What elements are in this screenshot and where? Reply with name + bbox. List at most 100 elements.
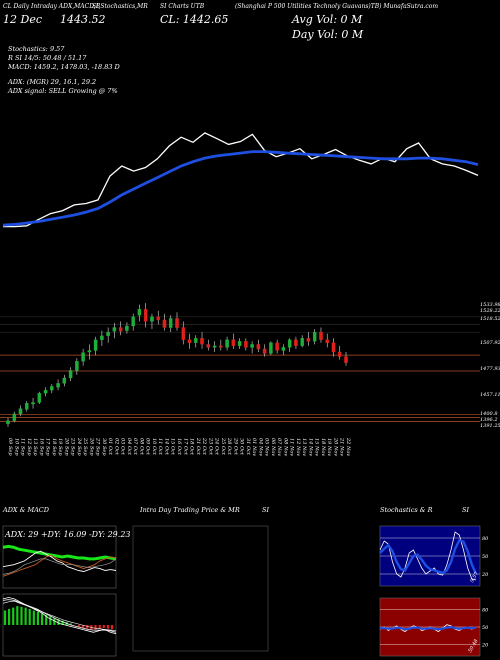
adx-line	[2, 554, 117, 577]
header-line1c: SI Charts UTB	[160, 3, 205, 10]
date-tick: 12 Sep	[26, 438, 32, 456]
stoch-lines: 80 50 209.57	[379, 531, 489, 584]
candle-body	[175, 318, 179, 328]
candle-body	[194, 338, 198, 343]
date-tick: 02 Oct	[113, 438, 119, 456]
rsi-ytick: 20	[481, 642, 489, 648]
date-tick: 29 Oct	[232, 437, 238, 456]
candle-body	[43, 390, 48, 394]
price-ylabel: 1457.11	[480, 392, 500, 398]
header-line1d: (Shanghai P 500 Utilities Technoly Guava…	[235, 3, 439, 10]
candle-body	[212, 345, 217, 348]
candle-body	[156, 316, 160, 321]
date-tick: 24 Sep	[76, 437, 82, 456]
date-tick: 01 Oct	[107, 438, 113, 456]
intraday-panel-bg	[132, 525, 269, 652]
stoch-title: Stochastics & R	[380, 506, 433, 514]
stoch-ytick: 50	[482, 554, 489, 560]
candle-body	[181, 327, 186, 340]
date-tick: 19 Sep	[57, 438, 63, 456]
candle-body	[168, 318, 173, 328]
date-tick: 21 Nov	[339, 437, 345, 456]
price-ylabel: 1528.22	[480, 308, 500, 314]
candle-body	[319, 331, 323, 340]
date-tick: 03 Oct	[120, 438, 126, 456]
date-tick: 19 Nov	[326, 438, 332, 456]
date-tick: 11 Nov	[289, 438, 295, 456]
candle-body	[262, 348, 267, 354]
macd-line	[2, 599, 117, 633]
rsi-ytick: 50	[482, 625, 489, 631]
date-tick: 27 Sep	[95, 437, 101, 456]
date-tick: 20 Sep	[63, 437, 69, 456]
candle-body	[187, 339, 192, 344]
overview-chart	[2, 132, 479, 228]
date-tick: 22 Nov	[345, 437, 351, 456]
candle-body	[237, 341, 242, 347]
date-tick: 22 Oct	[201, 437, 207, 456]
price-ylabel: 1400.8	[480, 411, 498, 417]
adx-values-label: ADX: 29 +DY: 16.09 -DY: 29.23	[4, 530, 131, 539]
date-tick: 30 Oct	[239, 438, 245, 456]
date-tick: 13 Nov	[301, 438, 307, 456]
date-tick: 17 Oct	[182, 438, 188, 456]
date-tick: 21 Oct	[195, 437, 201, 456]
date-tick: 15 Nov	[314, 438, 320, 456]
candle-body	[312, 331, 317, 342]
date-tick: 20 Nov	[333, 437, 339, 456]
candle-body	[118, 327, 123, 332]
date-tick: 25 Oct	[220, 437, 226, 456]
date-tick: 23 Sep	[70, 437, 76, 456]
header-line1: CL Daily Intraday ADX,MACD,B	[3, 3, 101, 10]
price-ylabel: 1518.52	[480, 316, 500, 322]
candle-body	[87, 350, 92, 353]
date-tick: 18 Nov	[320, 438, 326, 456]
price-ylabel: 1533.98	[480, 302, 500, 308]
avg-vol: Avg Vol: 0 M	[292, 13, 363, 26]
candle-body	[250, 344, 254, 348]
candle-body	[306, 338, 311, 342]
date-tick: 23 Oct	[207, 437, 213, 456]
date-tick: 30 Sep	[101, 438, 107, 456]
candle-body	[50, 386, 54, 391]
candle-body	[18, 408, 23, 415]
candle-body	[31, 402, 35, 405]
date-tick: 04 Oct	[126, 438, 132, 456]
date-tick: 17 Sep	[45, 438, 51, 456]
candle-body	[100, 335, 104, 340]
candle-body	[143, 309, 148, 322]
date-tick: 13 Sep	[32, 438, 38, 456]
stoch-line	[379, 538, 478, 575]
adx-macd-title: ADX & MACD	[3, 506, 49, 514]
candle-body	[25, 403, 29, 410]
candle-body	[93, 339, 98, 351]
date-tick: 12 Nov	[295, 438, 301, 456]
macd-lines	[2, 597, 117, 635]
price-ylabel: 1396.2	[480, 417, 498, 423]
date-tick: 08 Nov	[282, 438, 288, 456]
stoch-line	[379, 531, 477, 581]
date-tick: 18 Sep	[51, 438, 57, 456]
date-tick: 15 Oct	[170, 438, 176, 456]
candle-body	[6, 420, 10, 425]
macd-value: MACD: 1459.2, 1478.03, -18.83 D	[8, 63, 120, 71]
rsi-line	[380, 625, 477, 631]
candle-body	[68, 370, 73, 379]
stochastics-value: Stochastics: 9.57	[8, 45, 65, 53]
candle-body	[256, 344, 261, 350]
si-right-title: SI	[462, 506, 470, 514]
date-tick: 09 Sep	[7, 438, 13, 456]
candle-body	[37, 393, 42, 403]
candle-body	[200, 338, 204, 345]
header-line1b: SI,Stochastics,MR	[92, 3, 148, 10]
price-hlines	[0, 316, 480, 422]
date-tick: 04 Nov	[257, 438, 263, 456]
date-tick: 10 Oct	[151, 438, 157, 456]
candle-body	[112, 327, 117, 332]
date-tick: 16 Sep	[38, 438, 44, 456]
date-tick-labels: 09 Sep 10 Sep 11 Sep 12 Sep 13 Sep 16 Sep 17 S…	[7, 437, 351, 456]
date-tick: 24 Oct	[214, 437, 220, 456]
adx-value: ADX: (MGR) 29, 16.1, 29.2	[8, 78, 97, 86]
